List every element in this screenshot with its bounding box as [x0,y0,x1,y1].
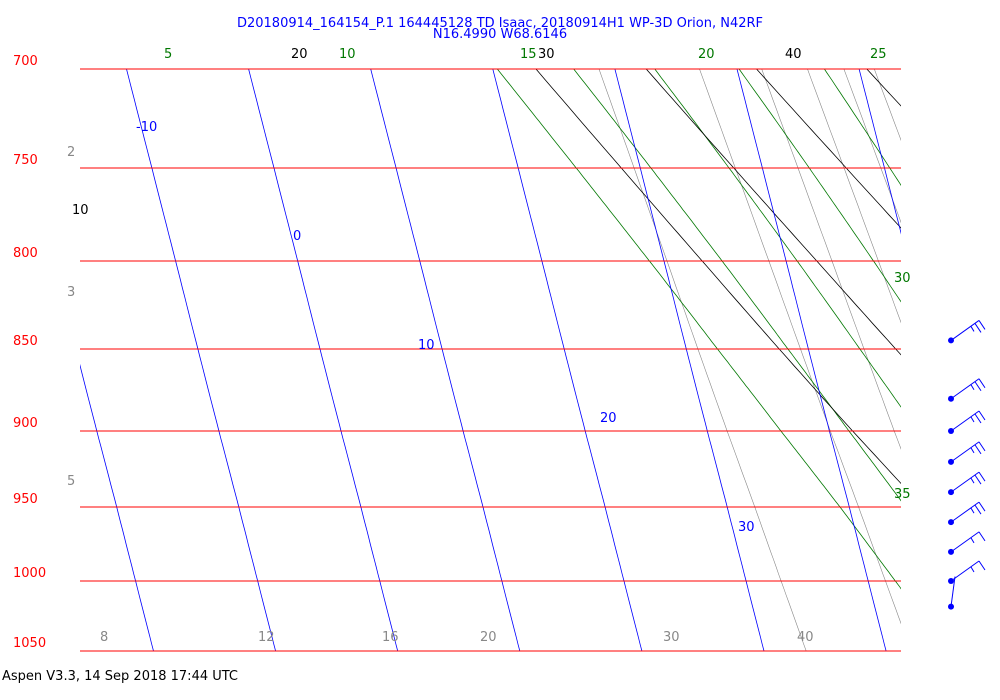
dry-adiabat-label: 10 [72,203,89,218]
moist-adiabat-line [823,69,901,186]
moist-adiabat-label: 35 [894,487,911,502]
moist-adiabat-label: 25 [870,47,887,62]
isotherm-line [370,69,521,651]
mixing-ratio-line [916,48,1000,664]
mixing-ratio-label: 2 [67,145,75,160]
isotherm-label: 0 [293,229,301,244]
dry-adiabat-label: 20 [291,47,308,62]
moist-adiabat-label: 10 [339,47,356,62]
isotherm-line [248,69,399,651]
pressure-label: 850 [13,334,38,349]
isotherm-line [126,69,277,651]
mixing-ratio-line [598,69,807,651]
mixing-ratio-line [955,48,1000,664]
pressure-label: 900 [13,416,38,431]
mixing-ratio-line [843,69,901,224]
isotherm-line [492,69,643,651]
moist-adiabat-label: 20 [698,47,715,62]
isotherms [80,48,1000,664]
dry-adiabat-label: 40 [785,47,802,62]
mixing-ratio-lines [598,48,1000,664]
isotherm-line [736,69,887,651]
isotherm-line [80,363,154,651]
footer-text: Aspen V3.3, 14 Sep 2018 17:44 UTC [2,669,239,684]
wind-barb [950,410,986,432]
moist-adiabat-line [978,48,1000,651]
wind-barb [950,378,986,400]
chart-title: D20180914_164154_P.1 164445128 TD Isaac,… [236,16,764,31]
mixing-ratio-line [807,69,901,324]
moist-adiabat-label: 30 [894,271,911,286]
moist-adiabat-label: 15 [520,47,537,62]
mixing-ratio-line [873,69,901,141]
pressure-label: 1000 [13,566,46,581]
moist-adiabat-label: 5 [164,47,172,62]
pressure-label: 1050 [13,636,46,651]
wind-barb [950,441,986,463]
wind-barb [950,501,986,523]
mixing-ratio-label: 30 [663,630,680,645]
isotherm-label: -10 [136,120,157,135]
dry-adiabats [535,69,901,485]
wind-barbs [948,320,986,610]
mixing-ratio-line [761,69,901,450]
dry-adiabat-line [535,69,901,485]
mixing-ratio-label: 12 [258,630,275,645]
chart-subtitle: N16.4990 W68.6146 [432,27,568,42]
mixing-ratio-line [699,69,901,625]
wind-barb [950,471,986,493]
mixing-ratio-label: 16 [382,630,399,645]
moist-adiabat-line [738,69,901,303]
mixing-ratio-label: 5 [67,474,75,489]
moist-adiabats [496,48,1000,651]
isotherm-label: 20 [600,411,617,426]
mixing-ratio-label: 8 [100,630,108,645]
wind-barb [950,560,986,582]
dry-adiabat-line [645,69,901,356]
pressure-label: 950 [13,492,38,507]
wind-barb [950,531,986,553]
pressure-label: 700 [13,54,38,69]
isotherm-line [614,69,765,651]
isotherm-line [858,69,901,235]
wind-barb [950,576,956,607]
wind-barb [950,320,986,341]
mixing-ratio-line [987,48,1000,664]
isotherm-label: 30 [738,520,755,535]
mixing-ratio-label: 20 [480,630,497,645]
dry-adiabat-label: 30 [538,47,555,62]
dry-adiabat-line [755,69,901,229]
mixing-ratio-label: 40 [797,630,814,645]
isotherm-line [976,48,1000,664]
pressure-label: 800 [13,246,38,261]
moist-adiabat-line [896,48,1000,651]
pressure-label: 750 [13,153,38,168]
mixing-ratio-label: 3 [67,285,75,300]
isotherm-label: 10 [418,338,435,353]
